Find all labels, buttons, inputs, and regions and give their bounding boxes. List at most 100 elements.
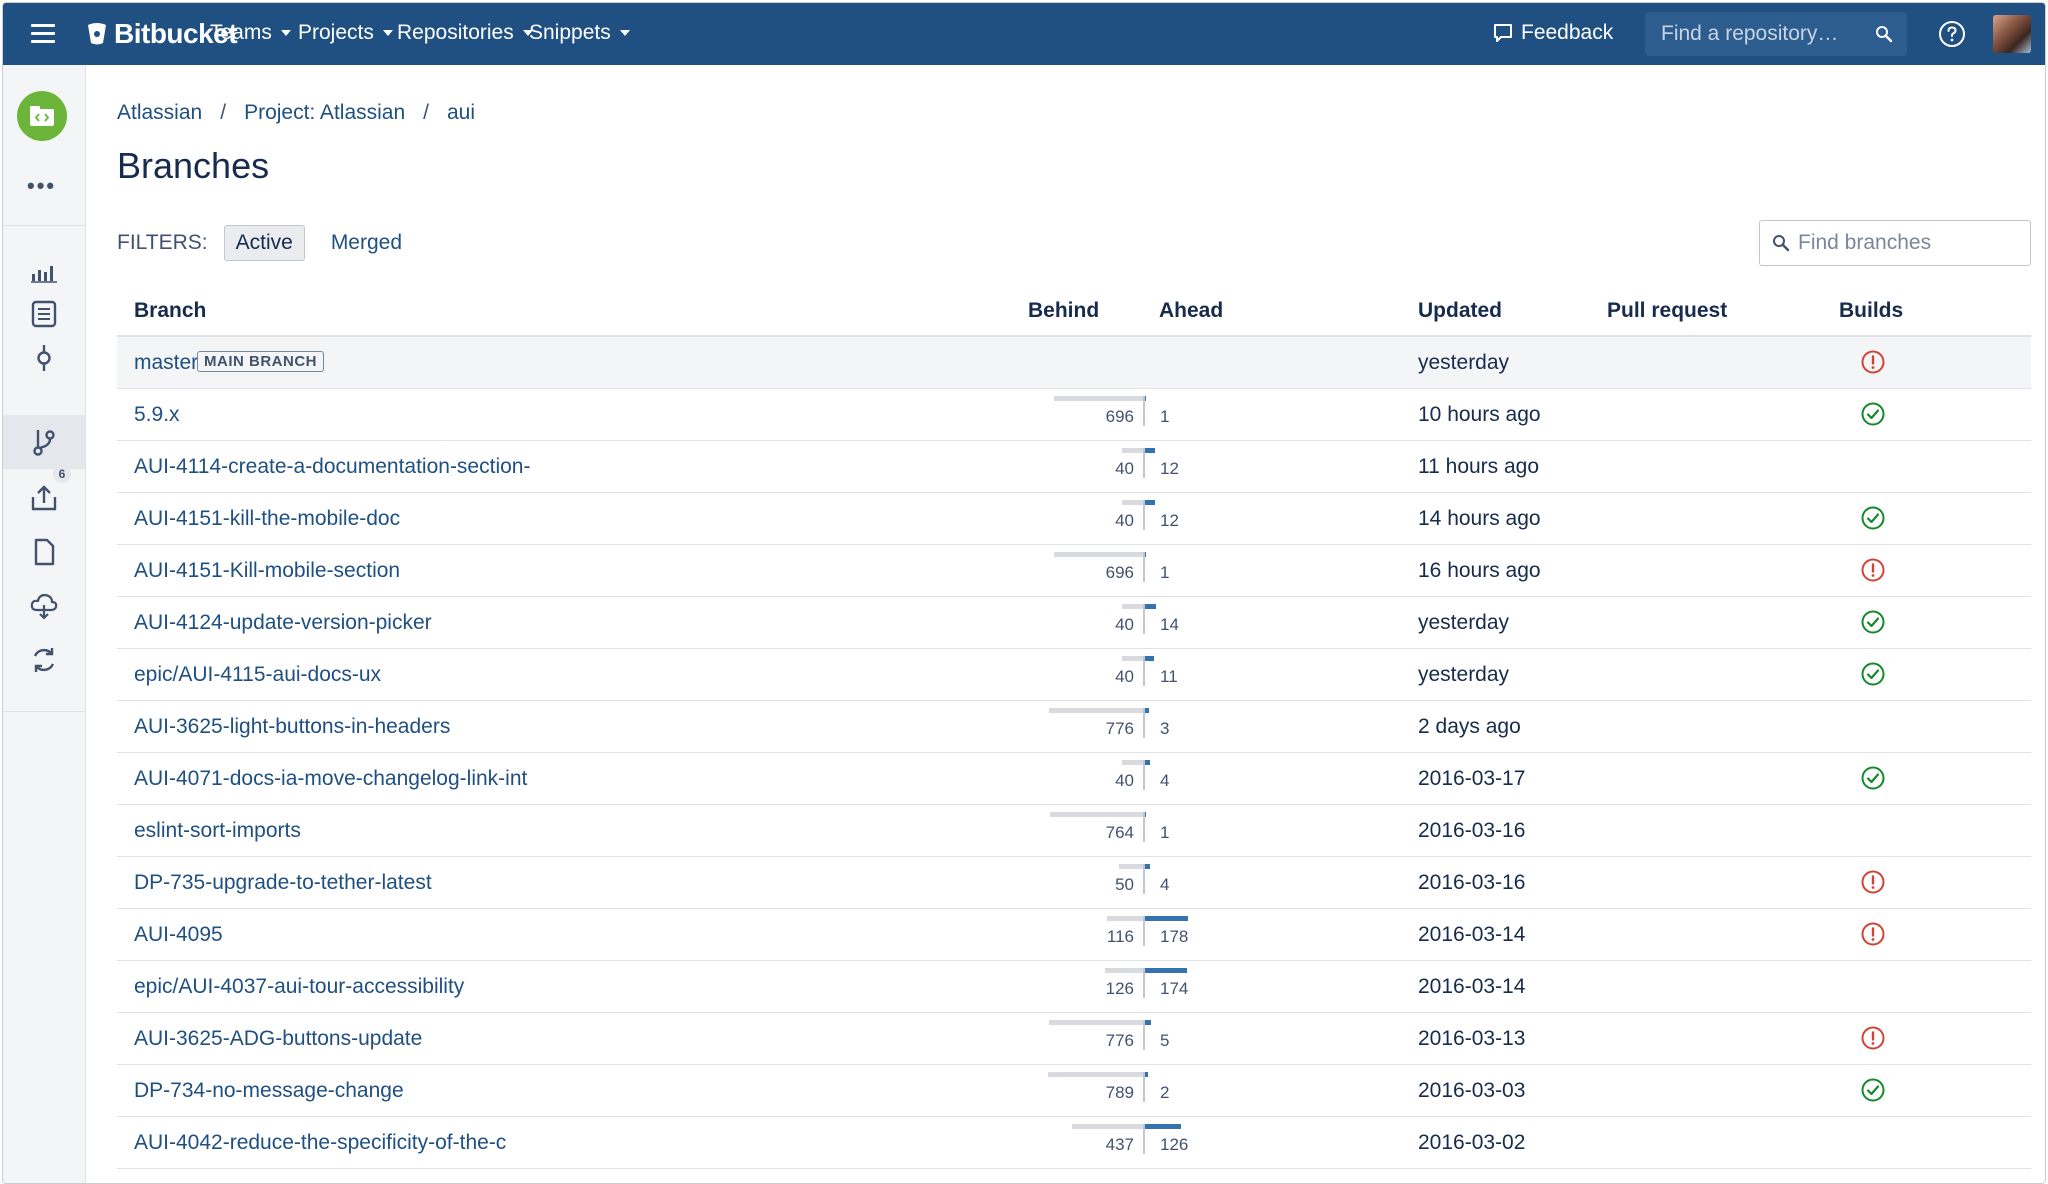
- branches-icon[interactable]: [29, 427, 59, 457]
- branch-name-link[interactable]: DP-734-no-message-change: [134, 1079, 404, 1102]
- ahead-count: 1: [1160, 407, 1170, 426]
- feedback-button[interactable]: Feedback: [1493, 21, 1613, 45]
- breadcrumb-atlassian[interactable]: Atlassian: [117, 101, 203, 124]
- breadcrumb-repository[interactable]: aui: [447, 101, 476, 124]
- more-options-icon[interactable]: •••: [27, 173, 57, 198]
- updated-time: yesterday: [1418, 663, 1510, 686]
- branch-name-link[interactable]: DP-735-upgrade-to-tether-latest: [134, 871, 432, 894]
- commit-icon[interactable]: [29, 343, 59, 373]
- table-row[interactable]: DP-735-upgrade-to-tether-latest 50 4 2016-0…: [117, 857, 2031, 909]
- behind-count: 40: [1115, 459, 1134, 478]
- find-branches-search[interactable]: [1759, 220, 2031, 266]
- table-row[interactable]: AUI-4114-create-a-documentation-section-…: [117, 441, 2031, 493]
- nav-projects[interactable]: Projects: [298, 21, 393, 45]
- table-row[interactable]: AUI-4042-reduce-the-specificity-of-the-c…: [117, 1117, 2031, 1169]
- ahead-count: 126: [1160, 1135, 1189, 1154]
- behind-bar: [1105, 968, 1143, 973]
- table-row[interactable]: AUI-3625-light-buttons-in-headers 776 3 2 d…: [117, 701, 2031, 753]
- table-row[interactable]: 5.9.x 696 1 10 hours ago: [117, 389, 2031, 441]
- table-row[interactable]: AUI-4095 116 178 2016-03-14: [117, 909, 2031, 961]
- table-row[interactable]: epic/AUI-4037-aui-tour-accessibility 126 1…: [117, 961, 2031, 1013]
- updated-time: 14 hours ago: [1418, 507, 1541, 530]
- updated-time: 2016-03-16: [1418, 871, 1526, 894]
- column-behind: Behind: [1028, 299, 1100, 322]
- user-avatar[interactable]: [1993, 15, 2031, 53]
- branch-name-link[interactable]: AUI-3625-light-buttons-in-headers: [134, 715, 451, 738]
- ahead-bar: [1143, 760, 1150, 765]
- behind-ahead-divider: [1143, 812, 1145, 842]
- build-success-icon[interactable]: [1860, 401, 1886, 427]
- filter-active-button[interactable]: Active: [223, 225, 305, 261]
- ahead-count: 3: [1160, 719, 1170, 738]
- breadcrumb-project[interactable]: Project: Atlassian: [244, 101, 406, 124]
- updated-time: 2016-03-13: [1418, 1027, 1526, 1050]
- table-row[interactable]: AUI-4124-update-version-picker 40 14 yester…: [117, 597, 2031, 649]
- sidebar-divider: [3, 225, 85, 226]
- nav-repositories[interactable]: Repositories: [397, 21, 533, 45]
- branch-name-link[interactable]: master: [134, 351, 199, 374]
- ahead-bar: [1143, 968, 1187, 973]
- build-failed-icon[interactable]: [1860, 869, 1886, 895]
- branch-name-link[interactable]: 5.9.x: [134, 403, 180, 426]
- nav-teams[interactable]: Teams: [210, 21, 291, 45]
- updated-time: 11 hours ago: [1418, 455, 1540, 478]
- build-failed-icon[interactable]: [1860, 1025, 1886, 1051]
- behind-bar: [1050, 812, 1143, 817]
- table-row[interactable]: AUI-4151-Kill-mobile-section 696 1 16 hours…: [117, 545, 2031, 597]
- filter-merged-link[interactable]: Merged: [330, 231, 403, 254]
- behind-bar: [1049, 1020, 1143, 1025]
- search-icon[interactable]: [1875, 25, 1893, 43]
- branch-name-link[interactable]: AUI-4151-kill-the-mobile-doc: [134, 507, 401, 530]
- table-row[interactable]: master MAIN BRANCH yesterday: [117, 337, 2031, 389]
- find-branches-input[interactable]: [1796, 230, 2020, 256]
- build-success-icon[interactable]: [1860, 505, 1886, 531]
- build-success-icon[interactable]: [1860, 661, 1886, 687]
- nav-snippets[interactable]: Snippets: [529, 21, 630, 45]
- behind-bar: [1054, 396, 1143, 401]
- build-failed-icon[interactable]: [1860, 557, 1886, 583]
- build-success-icon[interactable]: [1860, 765, 1886, 791]
- file-icon[interactable]: [29, 537, 59, 567]
- table-row[interactable]: eslint-sort-imports 764 1 2016-03-16: [117, 805, 2031, 857]
- source-document-icon[interactable]: [29, 299, 59, 329]
- build-success-icon[interactable]: [1860, 1077, 1886, 1103]
- branch-filters: FILTERS: Active Merged: [117, 225, 402, 261]
- branch-name-link[interactable]: eslint-sort-imports: [134, 819, 301, 842]
- table-row[interactable]: AUI-4151-kill-the-mobile-doc 40 12 14 hours…: [117, 493, 2031, 545]
- table-row[interactable]: DP-734-no-message-change 789 2 2016-03-03: [117, 1065, 2031, 1117]
- pull-requests-icon[interactable]: [29, 483, 59, 513]
- branch-name-link[interactable]: AUI-4071-docs-ia-move-changelog-link-int: [134, 767, 528, 790]
- table-row[interactable]: epic/AUI-4115-aui-docs-ux 40 11 yesterday: [117, 649, 2031, 701]
- behind-bar: [1054, 552, 1143, 557]
- help-icon[interactable]: [1938, 20, 1966, 48]
- branch-name-link[interactable]: AUI-4124-update-version-picker: [134, 611, 432, 634]
- branch-name-link[interactable]: AUI-3625-ADG-buttons-update: [134, 1027, 423, 1050]
- bitbucket-logo[interactable]: Bitbucket: [86, 17, 238, 51]
- bitbucket-bucket-icon: [88, 23, 106, 45]
- branch-name-link[interactable]: AUI-4151-Kill-mobile-section: [134, 559, 401, 582]
- updated-time: 2016-03-14: [1418, 975, 1526, 998]
- ahead-bar: [1143, 500, 1155, 505]
- branch-name-link[interactable]: AUI-4114-create-a-documentation-section-: [134, 455, 531, 478]
- ahead-count: 1: [1160, 823, 1170, 842]
- bar-chart-icon[interactable]: [29, 255, 59, 285]
- build-success-icon[interactable]: [1860, 609, 1886, 635]
- repository-search-input[interactable]: [1659, 21, 1873, 47]
- hamburger-menu-icon[interactable]: [31, 21, 55, 45]
- sync-icon[interactable]: [29, 645, 59, 675]
- repository-search[interactable]: [1645, 12, 1907, 56]
- branch-name-link[interactable]: epic/AUI-4115-aui-docs-ux: [134, 663, 382, 686]
- ahead-bar: [1143, 656, 1154, 661]
- ahead-bar: [1143, 448, 1155, 453]
- build-failed-icon[interactable]: [1860, 349, 1886, 375]
- branch-name-link[interactable]: epic/AUI-4037-aui-tour-accessibility: [134, 975, 465, 998]
- branch-name-link[interactable]: AUI-4095: [134, 923, 223, 946]
- project-avatar[interactable]: [17, 91, 67, 141]
- cloud-download-icon[interactable]: [29, 591, 59, 621]
- table-row[interactable]: AUI-3625-ADG-buttons-update 776 5 2016-03-1…: [117, 1013, 2031, 1065]
- ahead-count: 14: [1160, 615, 1179, 634]
- build-failed-icon[interactable]: [1860, 921, 1886, 947]
- branch-name-link[interactable]: AUI-4042-reduce-the-specificity-of-the-c: [134, 1131, 507, 1154]
- table-row[interactable]: AUI-4071-docs-ia-move-changelog-link-int…: [117, 753, 2031, 805]
- ahead-count: 5: [1160, 1031, 1170, 1050]
